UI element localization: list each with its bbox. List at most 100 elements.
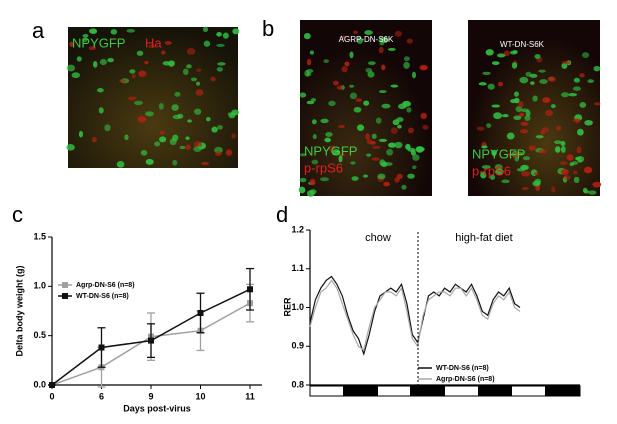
cell xyxy=(349,51,354,59)
cell xyxy=(203,40,211,47)
cell xyxy=(579,102,587,108)
cell xyxy=(193,146,202,153)
cell xyxy=(412,165,417,170)
cell xyxy=(338,155,343,163)
image-title: AGRP-DN-S6K xyxy=(339,35,394,44)
cell xyxy=(195,89,204,96)
cell xyxy=(381,103,391,109)
dark-phase xyxy=(343,386,378,396)
cell xyxy=(186,64,192,69)
cell xyxy=(573,176,580,183)
cell xyxy=(356,124,365,131)
cell xyxy=(478,82,487,86)
cell xyxy=(299,153,307,157)
cell xyxy=(506,132,515,140)
cell xyxy=(140,149,148,156)
data-point xyxy=(247,286,253,293)
cell xyxy=(206,117,211,122)
cell xyxy=(126,28,136,33)
cell xyxy=(560,145,566,153)
cell xyxy=(525,109,531,117)
cell xyxy=(406,107,412,113)
cell xyxy=(78,130,84,138)
cell xyxy=(396,117,404,122)
cell xyxy=(397,103,407,110)
cell xyxy=(569,162,574,167)
dark-phase xyxy=(410,386,445,396)
cell xyxy=(588,190,597,195)
cell xyxy=(481,145,488,149)
cell xyxy=(350,161,356,165)
cell xyxy=(380,161,388,168)
cell xyxy=(353,30,358,34)
cell xyxy=(480,171,487,179)
cell xyxy=(381,64,386,71)
cell xyxy=(534,178,542,185)
cell xyxy=(416,146,425,152)
cell xyxy=(573,77,581,83)
cell xyxy=(187,119,192,123)
cell xyxy=(362,174,369,178)
cell xyxy=(179,145,186,150)
panel-label: b xyxy=(262,16,274,41)
cell xyxy=(202,26,209,33)
cell xyxy=(231,133,236,139)
cell xyxy=(533,172,539,176)
cell xyxy=(369,140,376,145)
cell xyxy=(158,103,164,110)
cell xyxy=(110,29,118,35)
cell xyxy=(222,32,229,39)
cell xyxy=(482,71,491,76)
cell xyxy=(535,135,544,139)
cell xyxy=(551,186,556,193)
legend-label: WT-DN-S6 (n=8) xyxy=(76,293,129,300)
legend-label: WT-DN-S6 (n=8) xyxy=(436,365,489,372)
cell xyxy=(159,130,165,135)
data-point xyxy=(98,344,105,351)
cell xyxy=(363,100,370,106)
cell xyxy=(92,61,98,68)
cell xyxy=(419,64,428,71)
cell xyxy=(320,118,329,124)
cell xyxy=(560,92,570,98)
cell xyxy=(138,70,147,78)
cell xyxy=(99,58,107,66)
cell xyxy=(136,50,144,56)
x-tick-label: 0 xyxy=(49,391,54,401)
cell xyxy=(573,170,578,175)
cell xyxy=(168,60,176,67)
annotation: high-fat diet xyxy=(455,232,512,244)
cell xyxy=(210,76,216,82)
cell xyxy=(559,161,568,166)
cell xyxy=(299,92,307,98)
image-label: NPYGFP xyxy=(472,146,525,161)
cell xyxy=(513,115,522,121)
cell xyxy=(411,71,417,79)
cell xyxy=(356,36,363,44)
cell xyxy=(592,181,602,188)
cell xyxy=(529,73,538,78)
legend-label: Agrp-DN-S6 (n=8) xyxy=(436,376,495,383)
cell xyxy=(216,43,225,47)
cell xyxy=(503,50,510,57)
cell xyxy=(298,186,306,194)
cell xyxy=(528,145,536,151)
y-tick-label: 0.5 xyxy=(33,330,46,340)
cell xyxy=(577,159,583,163)
cell xyxy=(397,124,402,129)
cell xyxy=(311,159,319,165)
cell xyxy=(581,52,590,58)
cell xyxy=(185,144,191,150)
cell xyxy=(522,156,531,161)
x-tick-label: 6 xyxy=(99,391,104,401)
cell xyxy=(510,99,517,104)
cell xyxy=(159,136,167,143)
cell xyxy=(584,119,593,126)
cell xyxy=(311,119,317,125)
cell xyxy=(481,165,491,169)
cell xyxy=(572,86,582,91)
data-point xyxy=(148,337,154,344)
cell xyxy=(119,79,127,83)
cell xyxy=(539,149,547,154)
cell xyxy=(306,58,312,66)
